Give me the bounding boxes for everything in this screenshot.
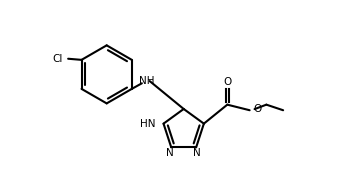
Text: O: O (223, 77, 232, 87)
Text: Cl: Cl (52, 54, 63, 64)
Text: N: N (166, 148, 174, 158)
Text: O: O (254, 104, 262, 114)
Text: N: N (193, 148, 201, 158)
Text: NH: NH (138, 76, 154, 86)
Text: HN: HN (140, 119, 156, 129)
